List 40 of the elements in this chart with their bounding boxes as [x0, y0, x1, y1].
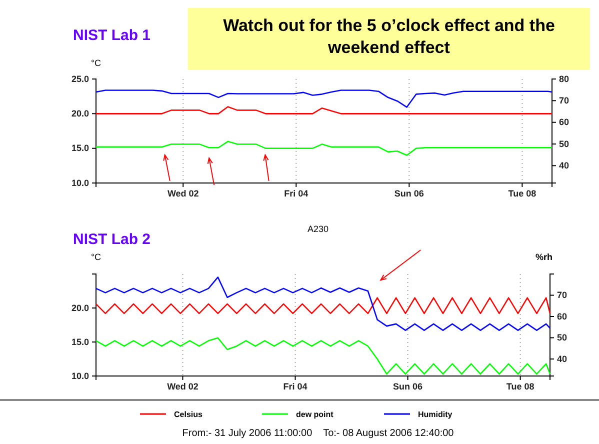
legend-label: Humidity [418, 410, 453, 419]
y-tick-label: 20.0 [71, 302, 89, 313]
line-series [95, 140, 553, 156]
legend-label: dew point [296, 410, 334, 419]
line-series [95, 337, 551, 375]
text: Watch out for the 5 o’clock effect and the weekend effect [223, 16, 555, 57]
line-series [95, 106, 553, 114]
y2-tick-label: 60 [557, 311, 568, 322]
x-tick-label: Wed 02 [167, 188, 199, 198]
y-tick-label: 25.0 [71, 74, 89, 84]
y-axis-title: °C [90, 252, 102, 262]
y2-tick-label: 40 [557, 354, 568, 364]
text: From:- 31 July 2006 11:00:00 To:- 08 August 2006 12:40:00 [182, 428, 454, 439]
chart-title: NIST Lab 2 [73, 231, 151, 248]
y-tick-label: 20.0 [71, 108, 89, 119]
x-tick-label: Tue 08 [506, 381, 534, 392]
legend-label: Celsius [174, 410, 204, 419]
y-axis-title: °C [90, 58, 102, 68]
x-tick-label: Wed 02 [167, 381, 198, 392]
x-tick-label: Fri 04 [283, 381, 308, 392]
y-tick-label: 15.0 [71, 143, 89, 154]
y2-tick-label: 60 [559, 117, 570, 128]
chart-title: NIST Lab 1 [73, 27, 151, 44]
y2-tick-label: 50 [557, 332, 568, 343]
y2-tick-label: 70 [559, 96, 570, 106]
x-tick-label: Tue 08 [508, 188, 536, 198]
y-tick-label: 10.0 [71, 370, 89, 381]
y2-tick-label: 80 [559, 74, 570, 84]
y-tick-label: 10.0 [71, 178, 89, 188]
y2-tick-label: 50 [559, 138, 570, 149]
y2-tick-label: 40 [559, 160, 570, 171]
x-tick-label: Sun 06 [393, 381, 423, 392]
line-series [95, 276, 551, 331]
chart-subtitle: A230 [307, 224, 329, 234]
x-tick-label: Sun 06 [394, 188, 424, 198]
line-series [95, 90, 553, 108]
y-tick-label: 15.0 [71, 336, 89, 347]
y2-axis-title: %rh [535, 252, 553, 262]
y2-tick-label: 70 [557, 290, 568, 300]
x-tick-label: Fri 04 [284, 188, 308, 198]
